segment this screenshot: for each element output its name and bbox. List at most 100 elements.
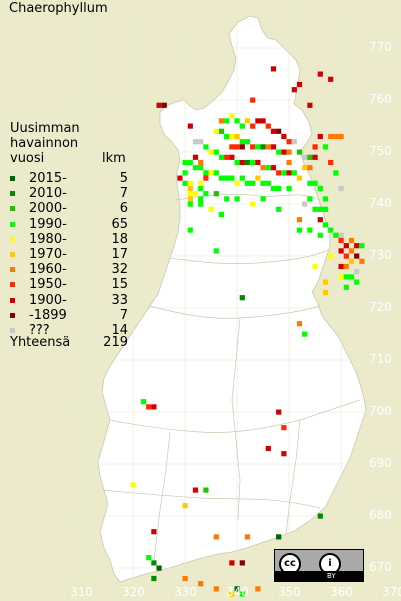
- observation-square: [244, 118, 251, 124]
- observation-square: [359, 258, 365, 264]
- observation-square: [187, 159, 193, 166]
- legend-total: Yhteensä 219: [10, 335, 128, 350]
- observation-square: [255, 144, 261, 150]
- observation-square: [218, 128, 225, 134]
- observation-square: [270, 128, 277, 134]
- y-tick-label: 720: [369, 300, 392, 314]
- observation-square: [218, 211, 225, 218]
- legend-swatch: [10, 252, 15, 257]
- observation-square: [182, 170, 188, 176]
- observation-square: [354, 269, 360, 275]
- observation-square: [307, 227, 313, 233]
- legend-count: 18: [111, 231, 128, 247]
- observation-square: [239, 144, 245, 150]
- observation-square: [322, 279, 329, 285]
- legend-label: 2010-: [29, 186, 67, 202]
- observation-square: [239, 175, 245, 181]
- finland-outline: [97, 15, 367, 583]
- observation-square: [312, 154, 318, 160]
- observation-square: [348, 274, 355, 280]
- observation-square: [229, 133, 235, 140]
- observation-square: [276, 170, 282, 176]
- y-tick-label: 680: [369, 508, 392, 522]
- observation-square: [296, 81, 303, 88]
- observation-square: [317, 513, 323, 519]
- observation-square: [208, 149, 214, 155]
- observation-square: [229, 591, 235, 597]
- legend-swatch: [10, 191, 15, 197]
- observation-square: [286, 149, 292, 155]
- observation-square: [333, 232, 339, 238]
- observation-square: [151, 404, 157, 410]
- observation-square: [338, 237, 344, 244]
- observation-square: [296, 227, 303, 233]
- observation-square: [307, 196, 313, 202]
- legend-swatch: [10, 221, 15, 227]
- observation-square: [255, 586, 261, 592]
- x-tick-label: 320: [122, 585, 145, 599]
- observation-square: [239, 139, 245, 145]
- observation-square: [312, 180, 318, 186]
- y-tick-label: 690: [369, 456, 392, 470]
- observation-square: [213, 586, 219, 592]
- legend-label: ???: [29, 323, 50, 338]
- observation-square: [260, 196, 266, 202]
- observation-square: [328, 76, 334, 82]
- observation-square: [203, 170, 209, 176]
- observation-square: [255, 118, 261, 124]
- observation-square: [276, 128, 282, 134]
- observation-square: [286, 170, 292, 176]
- observation-square: [333, 170, 339, 176]
- observation-square: [213, 534, 219, 540]
- map-title: Chaerophyllum: [9, 1, 108, 16]
- legend-title-line-1: Uusimman: [10, 121, 80, 136]
- observation-square: [218, 154, 225, 160]
- observation-square: [343, 274, 349, 280]
- license-badge[interactable]: cc i BY: [274, 549, 364, 582]
- observation-square: [312, 263, 318, 270]
- observation-square: [260, 144, 266, 150]
- observation-square: [156, 102, 162, 108]
- observation-square: [244, 159, 251, 166]
- observation-square: [291, 170, 297, 176]
- observation-square: [322, 222, 329, 228]
- observation-square: [198, 165, 204, 171]
- y-tick-label: 740: [369, 196, 392, 210]
- observation-square: [234, 180, 240, 186]
- observation-square: [239, 295, 245, 301]
- observation-square: [359, 243, 365, 249]
- observation-square: [192, 139, 199, 145]
- observation-square: [328, 253, 334, 259]
- x-tick-label: 360: [330, 585, 353, 599]
- y-tick-label: 710: [369, 352, 392, 366]
- legend-count-header: lkm: [102, 151, 126, 166]
- observation-square: [187, 227, 193, 233]
- observation-square: [276, 206, 282, 212]
- observation-square: [182, 575, 188, 582]
- observation-square: [281, 170, 287, 176]
- legend-row: ??? 14: [10, 323, 128, 338]
- observation-square: [213, 170, 219, 176]
- observation-square: [239, 591, 245, 597]
- observation-square: [281, 149, 287, 155]
- legend-label: 1990-: [29, 216, 67, 232]
- observation-square: [182, 180, 188, 186]
- observation-square: [317, 185, 323, 192]
- observation-square: [239, 560, 245, 566]
- observation-square: [338, 248, 344, 254]
- legend-count: 14: [111, 323, 128, 338]
- observation-square: [151, 529, 157, 535]
- observation-square: [270, 66, 277, 72]
- observation-square: [307, 102, 313, 108]
- observation-square: [203, 175, 209, 181]
- observation-square: [244, 180, 251, 186]
- observation-square: [234, 133, 240, 140]
- observation-square: [213, 191, 219, 197]
- observation-square: [182, 503, 188, 509]
- observation-square: [203, 487, 209, 493]
- observation-square: [192, 191, 199, 197]
- observation-square: [234, 196, 240, 202]
- observation-square: [203, 191, 209, 197]
